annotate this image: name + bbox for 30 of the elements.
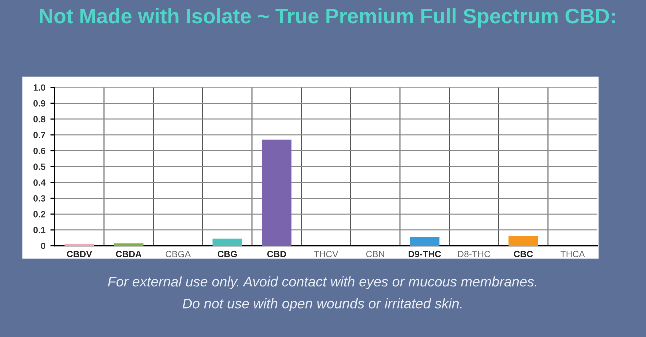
y-tick-label: 0.5 [34, 164, 46, 170]
bar [262, 140, 292, 246]
y-tick-label: 0 [41, 242, 46, 250]
x-tick-label: CBDA [116, 251, 142, 258]
text: For external use only. Avoid contact with eyes or mucous membranes. [108, 276, 537, 290]
x-tick-label: D8-THC [458, 251, 490, 258]
y-tick-label: 0.1 [34, 227, 46, 234]
chart-title: Not Made with Isolate ~ True Premium Full Spectrum CBD: [40, 8, 615, 28]
y-tick-label: 0.3 [34, 195, 46, 202]
y-tick-label: 1.0 [34, 84, 46, 91]
text: Do not use with open wounds or irritated skin. [182, 298, 462, 312]
bar [114, 244, 144, 246]
y-tick-label: 0.7 [34, 132, 46, 138]
x-tick-label: CBG [218, 251, 238, 258]
x-tick-label: CBC [514, 251, 534, 258]
bar [410, 237, 440, 246]
x-tick-label: THCA [560, 251, 586, 258]
x-tick-label: THCV [314, 251, 338, 258]
x-tick-label: CBDV [67, 251, 92, 258]
y-tick-label: 0.8 [34, 116, 46, 123]
bar [212, 238, 242, 246]
x-tick-label: CBGA [166, 251, 192, 258]
x-tick-label: D9-THC [408, 251, 442, 258]
y-tick-label: 0.2 [34, 211, 46, 218]
y-tick-label: 0.6 [34, 148, 46, 154]
y-tick-label: 0.4 [34, 180, 46, 186]
x-tick-label: CBN [366, 251, 384, 258]
x-tick-label: CBD [267, 251, 286, 258]
y-tick-label: 0.9 [34, 100, 46, 107]
bar [508, 236, 538, 246]
